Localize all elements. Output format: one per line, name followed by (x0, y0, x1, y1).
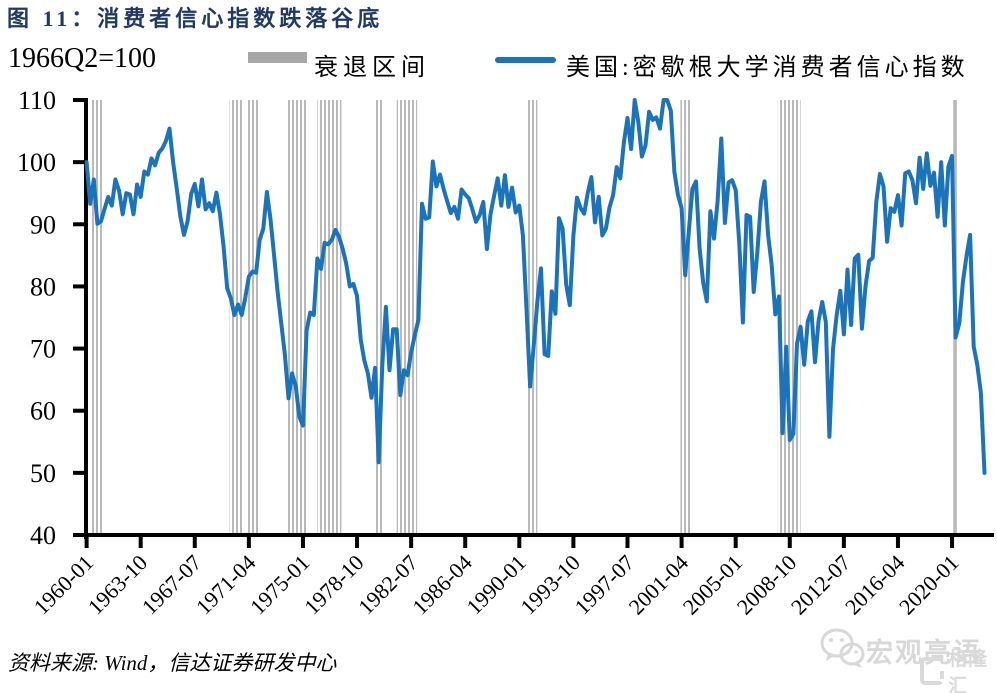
y-tick (73, 222, 84, 227)
x-tick (246, 537, 251, 548)
x-tick (138, 537, 143, 548)
recession-band (526, 100, 538, 533)
x-tick (895, 537, 900, 548)
index-base-note: 1966Q2=100 (8, 43, 157, 74)
x-tick (571, 537, 576, 548)
series-legend-label: 美国:密歇根大学消费者信心指数 (566, 55, 969, 81)
y-tick-label: 80 (30, 272, 56, 301)
x-tick (409, 537, 414, 548)
x-tick (625, 537, 630, 548)
recession-band (375, 100, 384, 533)
x-tick (787, 537, 792, 548)
x-tick (84, 537, 89, 548)
x-tick-label: 1978-10 (299, 550, 369, 620)
y-tick (73, 408, 84, 413)
x-tick (355, 537, 360, 548)
recession-band (317, 100, 342, 533)
x-tick-label: 1960-01 (29, 550, 99, 620)
x-tick (950, 537, 955, 548)
x-tick-label: 2001-04 (624, 550, 694, 620)
recession-band (247, 100, 260, 533)
x-tick (841, 537, 846, 548)
y-tick (73, 346, 84, 351)
y-tick-label: 60 (30, 397, 56, 426)
y-tick (73, 160, 84, 165)
x-tick-label: 1990-01 (461, 550, 531, 620)
y-tick-label: 40 (30, 521, 56, 550)
x-tick (463, 537, 468, 548)
x-tick (517, 537, 522, 548)
wechat-icon (820, 628, 865, 668)
x-tick-label: 1975-01 (245, 550, 315, 620)
x-axis-line (84, 533, 994, 537)
series-line (84, 98, 987, 475)
x-tick-label: 2020-01 (894, 550, 964, 620)
x-tick-label: 1986-04 (407, 550, 477, 620)
y-tick (73, 284, 84, 289)
y-tick-label: 110 (18, 86, 56, 115)
x-tick-label: 1971-04 (191, 550, 261, 620)
recession-legend-label: 衰退区间 (314, 55, 430, 81)
x-tick (300, 537, 305, 548)
source-note: 资料来源: Wind，信达证券研发中心 (8, 651, 337, 675)
recession-band (396, 100, 418, 533)
y-tick (73, 470, 84, 475)
recession-band (680, 100, 692, 533)
series-legend-swatch (495, 57, 556, 63)
recession-band (229, 100, 245, 533)
x-tick-label: 1963-10 (83, 550, 153, 620)
x-tick (679, 537, 684, 548)
x-tick-label: 1997-07 (570, 550, 640, 620)
recession-band (90, 100, 104, 533)
y-tick (73, 98, 84, 102)
figure-title: 图 11：消费者信心指数跌落谷底 (7, 6, 384, 31)
gelonghui-logo-label: 格隆汇 (948, 649, 989, 693)
y-axis-line (84, 98, 88, 539)
gelonghui-logo: 格隆汇 (920, 649, 997, 693)
x-tick-label: 2008-10 (732, 550, 802, 620)
x-tick-label: 2016-04 (840, 550, 910, 620)
y-tick-label: 50 (30, 459, 56, 488)
x-tick-label: 2012-07 (786, 550, 856, 620)
x-tick-label: 1993-10 (515, 550, 585, 620)
recession-legend-swatch (248, 52, 307, 63)
gelonghui-g-icon (920, 657, 945, 685)
x-tick-label: 1982-07 (353, 550, 423, 620)
y-tick-label: 90 (30, 210, 56, 239)
x-tick (192, 537, 197, 548)
y-tick (73, 533, 84, 537)
x-tick-label: 1967-07 (137, 550, 207, 620)
y-tick-label: 100 (17, 148, 56, 177)
y-tick-label: 70 (30, 335, 56, 364)
recession-band (286, 100, 307, 533)
x-tick (733, 537, 738, 548)
x-tick-label: 2005-01 (678, 550, 748, 620)
